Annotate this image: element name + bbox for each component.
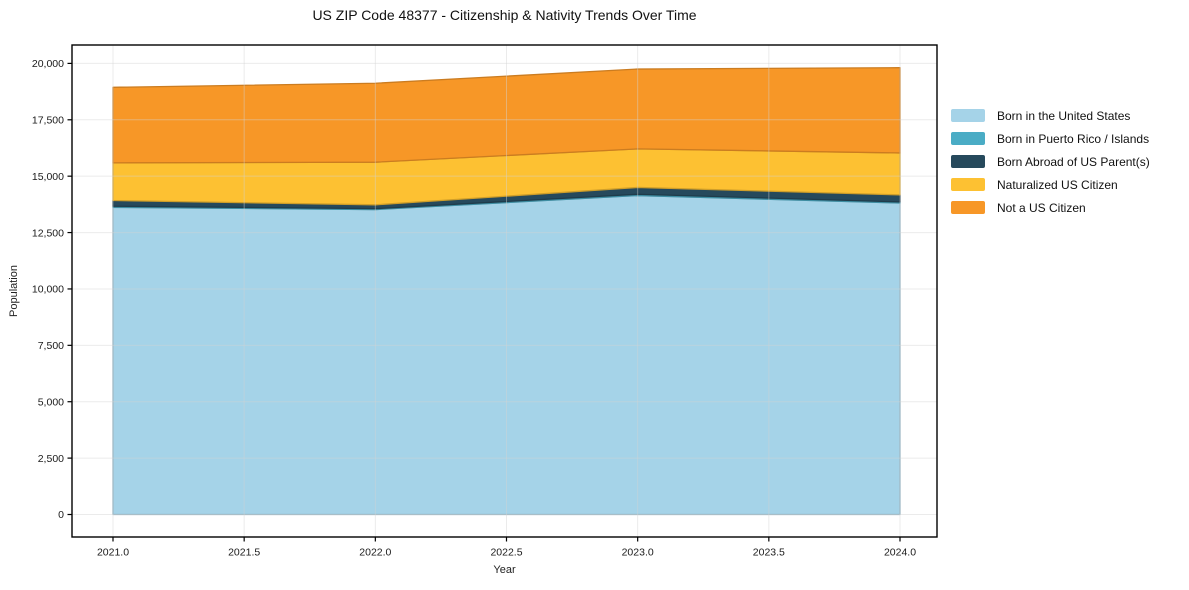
x-tick-label: 2024.0 [884, 547, 916, 559]
x-axis-label: Year [493, 564, 516, 576]
legend-swatch [951, 155, 985, 168]
chart-title: US ZIP Code 48377 - Citizenship & Nativi… [312, 7, 697, 23]
legend-item: Born in the United States [951, 104, 1150, 127]
legend-item: Not a US Citizen [951, 196, 1150, 219]
legend-label: Not a US Citizen [997, 200, 1086, 215]
y-tick-label: 7,500 [38, 340, 64, 352]
legend: Born in the United States Born in Puerto… [951, 104, 1150, 219]
x-tick-label: 2021.5 [228, 547, 260, 559]
x-tick-label: 2023.5 [753, 547, 785, 559]
legend-label: Naturalized US Citizen [997, 177, 1118, 192]
legend-swatch [951, 201, 985, 214]
y-tick-label: 17,500 [32, 114, 64, 126]
x-tick-label: 2023.0 [622, 547, 654, 559]
area-not-a-us-citizen [112, 67, 901, 164]
y-axis-label: Population [8, 265, 20, 317]
legend-swatch [951, 132, 985, 145]
x-tick-label: 2022.5 [490, 547, 522, 559]
y-tick-label: 15,000 [32, 171, 64, 183]
legend-swatch [951, 178, 985, 191]
legend-item: Born in Puerto Rico / Islands [951, 127, 1150, 150]
y-tick-label: 12,500 [32, 227, 64, 239]
y-tick-label: 20,000 [32, 58, 64, 70]
legend-item: Naturalized US Citizen [951, 173, 1150, 196]
y-tick-label: 10,000 [32, 284, 64, 296]
legend-label: Born in the United States [997, 108, 1131, 123]
y-tick-label: 2,500 [38, 453, 64, 465]
x-tick-label: 2021.0 [97, 547, 129, 559]
axes-frame [71, 44, 938, 538]
y-tick-label: 0 [58, 509, 64, 521]
legend-label: Born in Puerto Rico / Islands [997, 131, 1150, 146]
legend-item: Born Abroad of US Parent(s) [951, 150, 1150, 173]
legend-label: Born Abroad of US Parent(s) [997, 154, 1150, 169]
y-tick-label: 5,000 [38, 396, 64, 408]
x-tick-label: 2022.0 [359, 547, 391, 559]
legend-swatch [951, 109, 985, 122]
